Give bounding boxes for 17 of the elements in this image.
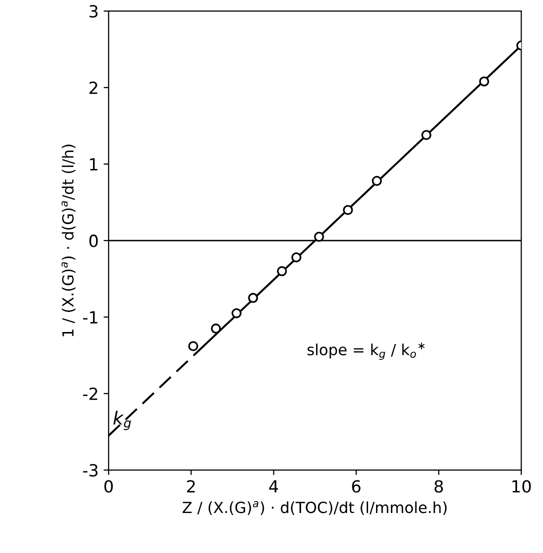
- y-tick-label: -3: [83, 464, 98, 477]
- y-tick-label: -1: [83, 311, 98, 324]
- y-tick-label: 0: [89, 234, 98, 248]
- x-tick-label: 10: [512, 480, 531, 493]
- y-tick-label: 1: [90, 158, 98, 170]
- x-tick-label: 8: [434, 480, 443, 493]
- x-tick-label: 0: [104, 480, 113, 493]
- y-tick-label: 2: [89, 82, 98, 94]
- y-tick-label: 3: [90, 5, 98, 18]
- x-axis-title: Z / (X.(G)$^{a}$) · d(TOC)/dt (l/mmole.h): [182, 501, 447, 515]
- x-tick-label: 4: [269, 480, 278, 492]
- y-axis-title: 1 / (X.(G)$^{a}$) · d(G)$^{a}$/dt (l/h): [62, 144, 76, 336]
- y-tick-label: -2: [83, 388, 98, 400]
- x-tick-label: 2: [187, 480, 195, 492]
- x-tick-label: 6: [352, 480, 360, 493]
- annotation: slope = k$_{g}$ / k$_{o}$$^{∗}$: [308, 342, 425, 360]
- annotation: k$_{g}$: [113, 410, 131, 430]
